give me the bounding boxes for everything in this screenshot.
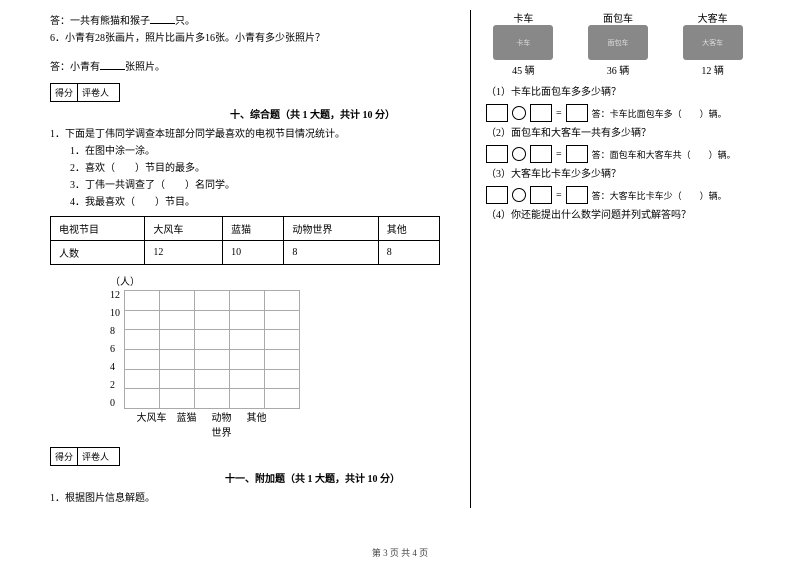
operator-circle[interactable] bbox=[512, 147, 526, 161]
equals-text: = bbox=[556, 149, 562, 160]
eq-row-3: = 答：大客车比卡车少（ ）辆。 bbox=[486, 186, 750, 204]
q5-answer-text: 答：一共有熊猫和猴子 bbox=[50, 16, 150, 27]
vehicle-name: 面包车 bbox=[588, 10, 648, 25]
q6-suffix: 张照片。 bbox=[125, 62, 165, 73]
y-tick: 2 bbox=[110, 380, 120, 391]
rq1-ans: 答：卡车比面包车多（ ）辆。 bbox=[592, 107, 727, 120]
rq3: （3）大客车比卡车少多少辆？ bbox=[486, 167, 750, 182]
eq-row-1: = 答：卡车比面包车多（ ）辆。 bbox=[486, 104, 750, 122]
s11-q1: 1．根据图片信息解题。 bbox=[50, 491, 455, 506]
truck-icon: 卡车 bbox=[493, 25, 553, 60]
answer-box[interactable] bbox=[486, 104, 508, 122]
eq-row-2: = 答：面包车和大客车共（ ）辆。 bbox=[486, 145, 750, 163]
vehicle-van: 面包车 面包车 36 辆 bbox=[588, 10, 648, 77]
grader-label: 评卷人 bbox=[78, 84, 113, 101]
vehicle-count: 45 辆 bbox=[493, 62, 553, 77]
van-icon: 面包车 bbox=[588, 25, 648, 60]
vehicle-name: 大客车 bbox=[683, 10, 743, 25]
equals-text: = bbox=[556, 190, 562, 201]
chart-y-ticks: 12 10 8 6 4 2 0 bbox=[110, 290, 120, 409]
vehicle-name: 卡车 bbox=[493, 10, 553, 25]
table-header: 动物世界 bbox=[284, 217, 378, 241]
chart-x-labels: 大风车 蓝猫 动物 世界 其他 bbox=[134, 409, 455, 439]
score-label: 得分 bbox=[51, 448, 78, 465]
answer-box[interactable] bbox=[486, 145, 508, 163]
y-tick: 8 bbox=[110, 326, 120, 337]
s10-sub1: 1．在图中涂一涂。 bbox=[70, 144, 455, 159]
chart-y-label: （人） bbox=[110, 273, 455, 288]
tv-table: 电视节目 大风车 蓝猫 动物世界 其他 人数 12 10 8 8 bbox=[50, 216, 440, 265]
table-header: 蓝猫 bbox=[223, 217, 284, 241]
x-label: 蓝猫 bbox=[169, 409, 204, 439]
answer-box[interactable] bbox=[530, 145, 552, 163]
rq2: （2）面包车和大客车一共有多少辆？ bbox=[486, 126, 750, 141]
vehicle-count: 12 辆 bbox=[683, 62, 743, 77]
y-tick: 6 bbox=[110, 344, 120, 355]
answer-box[interactable] bbox=[530, 186, 552, 204]
answer-box[interactable] bbox=[486, 186, 508, 204]
vehicle-bus: 大客车 大客车 12 辆 bbox=[683, 10, 743, 77]
answer-box[interactable] bbox=[530, 104, 552, 122]
grader-label: 评卷人 bbox=[78, 448, 113, 465]
section-11-title: 十一、附加题（共 1 大题，共计 10 分） bbox=[170, 470, 455, 485]
score-label: 得分 bbox=[51, 84, 78, 101]
y-tick: 12 bbox=[110, 290, 120, 301]
vehicle-truck: 卡车 卡车 45 辆 bbox=[493, 10, 553, 77]
page-footer: 第 3 页 共 4 页 bbox=[0, 546, 800, 559]
y-tick: 10 bbox=[110, 308, 120, 319]
answer-box[interactable] bbox=[566, 145, 588, 163]
section-10-title: 十、综合题（共 1 大题，共计 10 分） bbox=[170, 106, 455, 121]
operator-circle[interactable] bbox=[512, 188, 526, 202]
table-cell: 8 bbox=[378, 241, 439, 265]
s10-sub4: 4．我最喜欢（ ）节目。 bbox=[70, 195, 455, 210]
x-label: 大风车 bbox=[134, 409, 169, 439]
s10-q1: 1．下面是丁伟同学调查本班部分同学最喜欢的电视节目情况统计。 bbox=[50, 127, 455, 142]
answer-box[interactable] bbox=[566, 186, 588, 204]
rq1: （1）卡车比面包车多多少辆？ bbox=[486, 85, 750, 100]
s10-sub3: 3．丁伟一共调查了（ ）名同学。 bbox=[70, 178, 455, 193]
x-label: 其他 bbox=[239, 409, 274, 439]
vehicle-count: 36 辆 bbox=[588, 62, 648, 77]
y-tick: 4 bbox=[110, 362, 120, 373]
vehicle-row: 卡车 卡车 45 辆 面包车 面包车 36 辆 大客车 大客车 12 辆 bbox=[486, 10, 750, 77]
bus-icon: 大客车 bbox=[683, 25, 743, 60]
score-box-10: 得分 评卷人 bbox=[50, 83, 120, 102]
score-box-11: 得分 评卷人 bbox=[50, 447, 120, 466]
rq2-ans: 答：面包车和大客车共（ ）辆。 bbox=[592, 148, 736, 161]
table-cell: 8 bbox=[284, 241, 378, 265]
table-header: 其他 bbox=[378, 217, 439, 241]
q6-text: 6．小青有28张画片，照片比画片多16张。小青有多少张照片？ bbox=[50, 31, 455, 46]
answer-box[interactable] bbox=[566, 104, 588, 122]
rq3-ans: 答：大客车比卡车少（ ）辆。 bbox=[592, 189, 727, 202]
table-header: 大风车 bbox=[145, 217, 223, 241]
table-cell: 12 bbox=[145, 241, 223, 265]
q6-blank[interactable] bbox=[100, 58, 125, 70]
q5-blank[interactable] bbox=[150, 12, 175, 24]
chart-grid bbox=[124, 290, 300, 409]
q5-suffix: 只。 bbox=[175, 16, 195, 27]
table-header: 电视节目 bbox=[51, 217, 145, 241]
table-row-label: 人数 bbox=[51, 241, 145, 265]
x-label: 动物 世界 bbox=[204, 409, 239, 439]
q6-answer-text: 答：小青有 bbox=[50, 62, 100, 73]
equals-text: = bbox=[556, 108, 562, 119]
bar-chart: （人） 12 10 8 6 4 2 0 大风车 蓝猫 动物 bbox=[110, 273, 455, 439]
rq4: （4）你还能提出什么数学问题并列式解答吗？ bbox=[486, 208, 750, 223]
y-tick: 0 bbox=[110, 398, 120, 409]
s10-sub2: 2．喜欢（ ）节目的最多。 bbox=[70, 161, 455, 176]
table-cell: 10 bbox=[223, 241, 284, 265]
operator-circle[interactable] bbox=[512, 106, 526, 120]
